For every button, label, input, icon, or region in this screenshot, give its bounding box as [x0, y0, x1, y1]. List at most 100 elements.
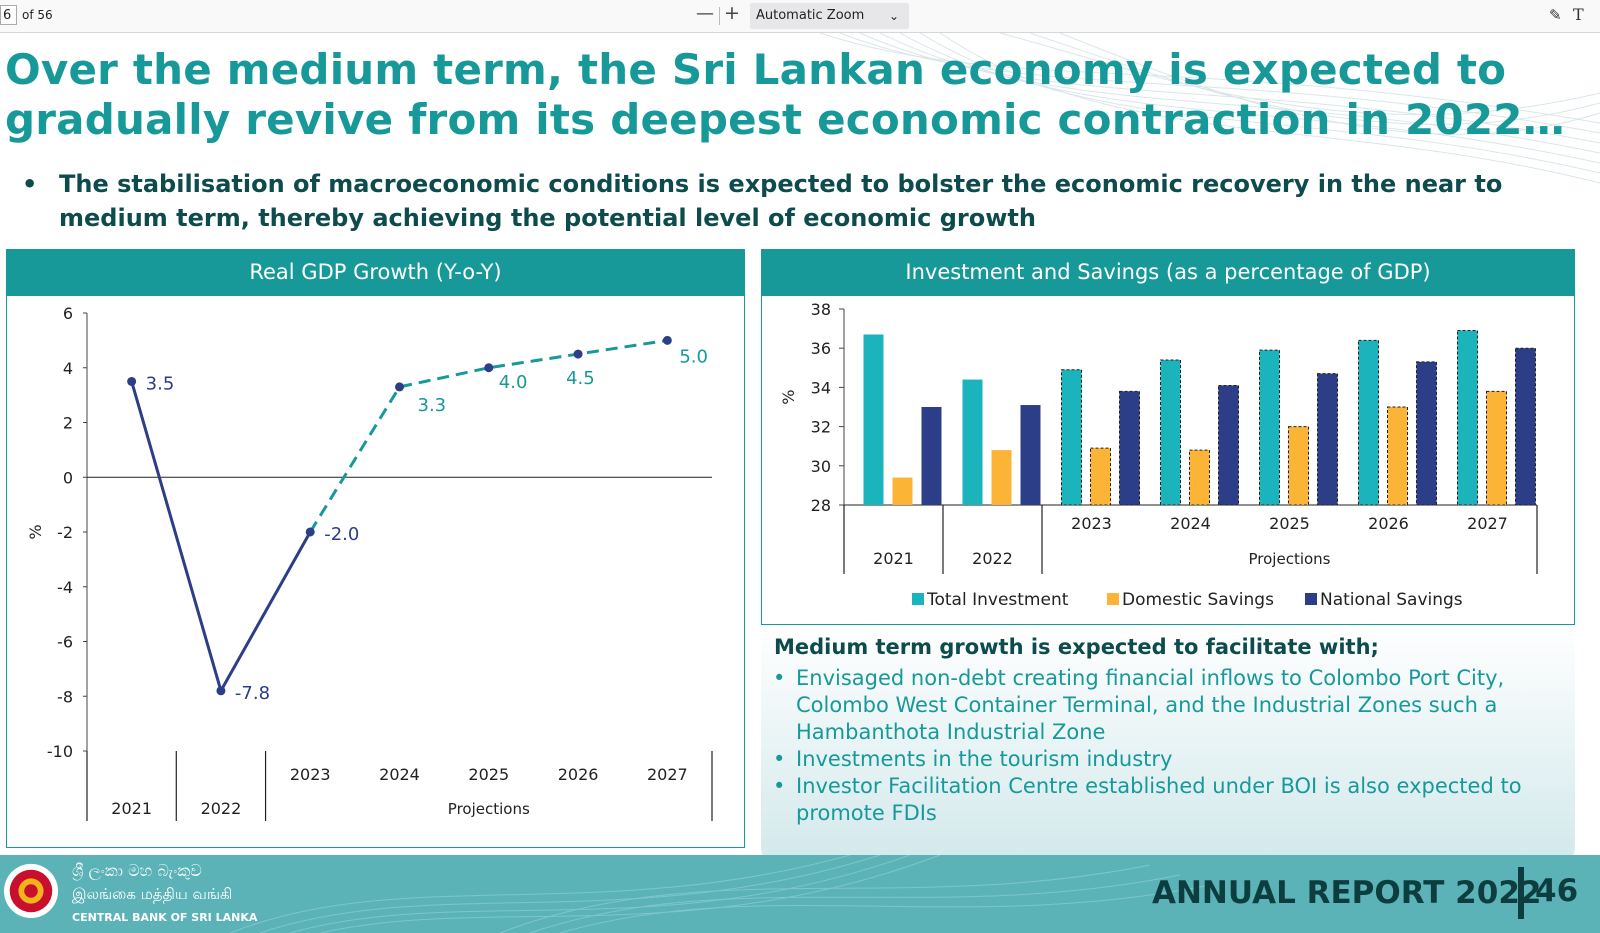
data-point: [216, 686, 226, 696]
x-tick-label: 2021: [873, 549, 914, 568]
x-tick-label: 2027: [647, 765, 688, 784]
slide-page: Over the medium term, the Sri Lankan eco…: [0, 33, 1600, 933]
bar-total-investment: [1457, 330, 1478, 506]
bullet-dot: •: [773, 774, 786, 798]
y-axis-label: %: [26, 524, 45, 539]
data-label: 4.0: [499, 372, 528, 393]
footer-divider: [1518, 867, 1524, 919]
list-item: • Envisaged non-debt creating financial i…: [773, 665, 1563, 746]
bar-total-investment: [1061, 369, 1082, 506]
y-tick-label: 30: [811, 457, 831, 476]
y-tick-label: -4: [57, 578, 73, 597]
intro-bullet-text: The stabilisation of macroeconomic condi…: [59, 170, 1503, 232]
y-tick-label: 28: [811, 496, 831, 515]
slide-footer: ශ්‍රී ලංකා මහ බැංකුව இலங்கை மத்திய வங்கி…: [0, 855, 1600, 933]
data-point: [484, 363, 494, 373]
list-item-text: Investments in the tourism industry: [796, 747, 1173, 771]
gdp-chart-title: Real GDP Growth (Y-o-Y): [6, 249, 745, 295]
x-tick-label: 2026: [1368, 514, 1409, 533]
bullet-dot: •: [773, 666, 786, 690]
gdp-chart-box: 6 4 2 0 -2 -4 -6 -8 -10% 2021 2022 2023 2024 2025 2026…: [6, 295, 745, 848]
legend-swatch: [1305, 593, 1317, 605]
y-tick-label: -6: [57, 633, 73, 652]
bar-national-savings: [1317, 373, 1338, 506]
gdp-projection-line: [308, 338, 668, 533]
zoom-out-button[interactable]: —: [696, 3, 714, 24]
bar-domestic-savings: [892, 477, 913, 505]
chevron-down-icon: ⌄: [888, 9, 899, 23]
x-tick-label: 2021: [111, 799, 152, 818]
annual-report-label: ANNUAL REPORT 2022: [1152, 875, 1542, 911]
x-tick-label: 2022: [972, 549, 1013, 568]
bar-national-savings: [1020, 405, 1041, 505]
bar-domestic-savings: [1288, 426, 1309, 506]
y-tick-label: 38: [811, 300, 831, 319]
y-tick-label: 0: [63, 468, 73, 487]
bar-domestic-savings: [1090, 447, 1111, 506]
growth-title: Medium term growth is expected to facili…: [774, 635, 1379, 659]
list-item: • Investor Facilitation Centre establishe…: [773, 773, 1563, 827]
draw-icon[interactable]: ✎: [1549, 6, 1562, 24]
bar-national-savings: [1515, 347, 1536, 506]
x-tick-label: 2023: [290, 765, 331, 784]
data-label: -7.8: [235, 683, 270, 704]
data-point: [127, 376, 137, 386]
text-tool-icon[interactable]: T: [1573, 5, 1584, 24]
gdp-actual-line: [130, 381, 312, 695]
page-count-label: of 56: [22, 8, 53, 22]
y-tick-label: 4: [63, 359, 73, 378]
data-point: [573, 349, 583, 359]
x-group-label: Projections: [1249, 550, 1331, 568]
list-item: • Investments in the tourism industry: [773, 746, 1563, 773]
legend-label: National Savings: [1320, 590, 1463, 610]
list-item-text: Investor Facilitation Centre established…: [796, 774, 1522, 825]
zoom-select[interactable]: Automatic Zoom ⌄: [750, 3, 909, 29]
data-label: -2.0: [324, 524, 359, 545]
pdf-toolbar: 6 of 56 — + Automatic Zoom ⌄ ✎ T: [0, 0, 1600, 33]
bullet-dot: •: [773, 747, 786, 771]
growth-drivers-box: Medium term growth is expected to facili…: [761, 625, 1575, 880]
data-point: [395, 382, 404, 392]
y-tick-label: 32: [811, 418, 831, 437]
title-line-2: gradually revive from its deepest econom…: [5, 95, 1565, 144]
page-number-input[interactable]: 6: [0, 5, 17, 25]
legend-label: Total Investment: [926, 590, 1069, 610]
title-line-1: Over the medium term, the Sri Lankan eco…: [5, 45, 1507, 94]
zoom-in-button[interactable]: +: [724, 2, 740, 24]
y-tick-label: -8: [57, 687, 73, 706]
bar-total-investment: [1259, 349, 1280, 506]
bar-total-investment: [962, 379, 983, 505]
slide-page-number: 46: [1535, 873, 1579, 909]
list-item-text: Envisaged non-debt creating financial in…: [796, 666, 1505, 744]
bank-name-tamil: இலங்கை மத்திய வங்கி: [72, 885, 233, 903]
x-tick-label: 2025: [1269, 514, 1310, 533]
toolbar-separator: [719, 7, 720, 25]
background-wave-pattern: [819, 33, 1600, 184]
zoom-value: Automatic Zoom: [756, 8, 865, 23]
bank-name-sinhala: ශ්‍රී ලංකා මහ බැංකුව: [72, 861, 202, 880]
y-tick-label: 2: [63, 414, 73, 433]
bar-total-investment: [863, 334, 884, 505]
central-bank-logo-icon: [3, 863, 59, 919]
data-label: 4.5: [566, 368, 595, 389]
growth-list: • Envisaged non-debt creating financial i…: [773, 665, 1563, 827]
y-tick-label: -2: [57, 523, 73, 542]
investment-chart-title: Investment and Savings (as a percentage …: [761, 249, 1575, 295]
bar-national-savings: [921, 407, 942, 505]
x-tick-label: 2025: [468, 765, 509, 784]
bar-total-investment: [1160, 359, 1181, 506]
gdp-line-chart: 6 4 2 0 -2 -4 -6 -8 -10% 2021 2022 2023 2024 2025 2026…: [26, 304, 713, 821]
x-tick-label: 2023: [1071, 514, 1112, 533]
bar-national-savings: [1416, 361, 1437, 506]
data-label: 3.5: [146, 373, 175, 394]
bank-name-english: CENTRAL BANK OF SRI LANKA: [72, 911, 258, 924]
data-label: 3.3: [418, 395, 447, 416]
bar-domestic-savings: [991, 450, 1012, 505]
x-tick-label: 2024: [379, 765, 420, 784]
y-tick-label: 34: [811, 378, 831, 397]
bar-domestic-savings: [1486, 390, 1507, 506]
bar-total-investment: [1358, 339, 1379, 506]
investment-chart-box: 38 36 34 32 30 28% 2021 2022 2023 2024 2025 2026 202…: [761, 295, 1575, 625]
y-tick-label: 36: [811, 339, 831, 358]
y-axis-label: %: [779, 390, 798, 405]
